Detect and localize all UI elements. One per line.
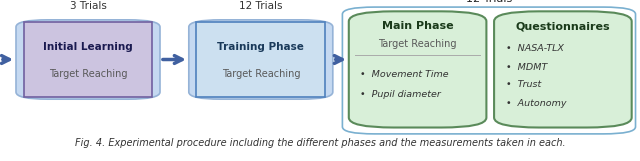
Text: •  Autonomy: • Autonomy [506, 99, 566, 108]
FancyBboxPatch shape [16, 20, 160, 99]
Text: 12 Trials: 12 Trials [466, 0, 512, 4]
Text: Target Reaching: Target Reaching [221, 69, 300, 79]
Text: Target Reaching: Target Reaching [49, 69, 127, 79]
Bar [196, 22, 325, 97]
Bar [24, 22, 152, 97]
Text: Training Phase: Training Phase [218, 42, 304, 52]
Text: •  MDMT: • MDMT [506, 63, 547, 72]
Text: Main Phase: Main Phase [382, 21, 453, 31]
Text: •  Pupil diameter: • Pupil diameter [360, 90, 441, 99]
FancyBboxPatch shape [494, 11, 632, 128]
Text: •  NASA-TLX: • NASA-TLX [506, 44, 563, 53]
Text: •  Movement Time: • Movement Time [360, 70, 449, 79]
Text: Initial Learning: Initial Learning [43, 42, 133, 52]
Text: Fig. 4. Experimental procedure including the different phases and the measuremen: Fig. 4. Experimental procedure including… [75, 138, 565, 148]
Text: 12 Trials: 12 Trials [239, 1, 282, 11]
Text: Target Reaching: Target Reaching [378, 39, 457, 49]
Text: •  Trust: • Trust [506, 80, 541, 89]
FancyBboxPatch shape [189, 20, 333, 99]
Text: Questionnaires: Questionnaires [516, 21, 610, 31]
Text: 3 Trials: 3 Trials [70, 1, 106, 11]
FancyBboxPatch shape [349, 11, 486, 128]
